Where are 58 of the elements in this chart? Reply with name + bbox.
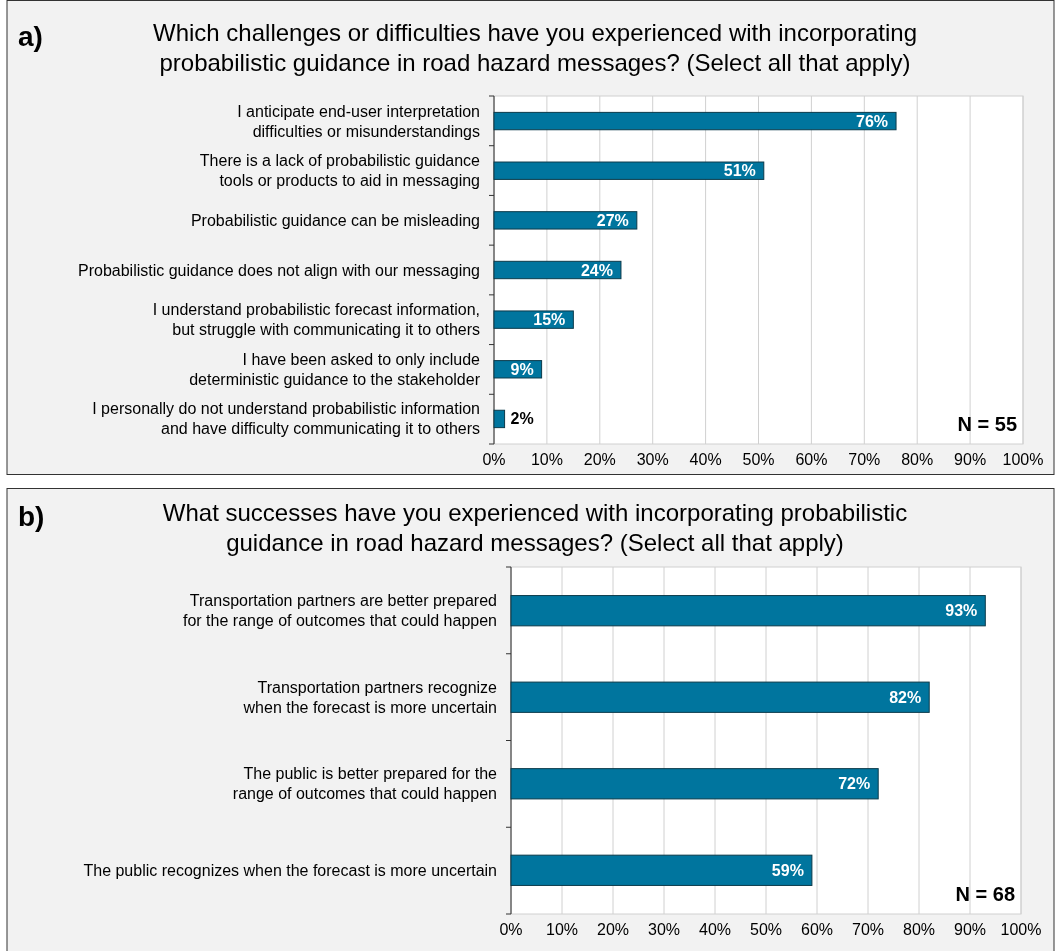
x-tick-label: 30%	[647, 920, 681, 938]
x-tick-label: 70%	[851, 920, 885, 938]
data-label: 9%	[510, 360, 534, 378]
x-tick-label: 60%	[795, 450, 828, 468]
x-tick-label: 40%	[698, 920, 732, 938]
y-tick-label: The public is better prepared for the range of outcomes that could happen	[232, 765, 498, 803]
annotation: N = 55	[957, 413, 1017, 435]
bar	[493, 161, 765, 180]
x-tick-label: 80%	[902, 920, 936, 938]
text: a)	[18, 21, 43, 52]
y-tick-label: Transportation partners are better prepared for the range of outcomes that could happen	[183, 592, 497, 630]
bar	[493, 409, 506, 429]
y-tick-label: I have been asked to only include deterministic guidance to the stakeholder	[189, 350, 481, 388]
data-label: 27%	[596, 211, 629, 229]
y-tick-label: Probabilistic guidance can be misleading	[190, 211, 480, 229]
x-tick-label: 0%	[499, 920, 523, 938]
x-tick-label: 0%	[482, 450, 506, 468]
data-label: 93%	[945, 602, 978, 620]
bar	[510, 768, 879, 800]
data-label: 51%	[723, 162, 756, 180]
y-tick-label: I personally do not understand probabilistic information and have difficulty communicating it to others	[92, 400, 480, 438]
text: b)	[18, 501, 45, 532]
data-label: 82%	[889, 688, 922, 706]
x-tick-label: 90%	[954, 450, 987, 468]
x-tick-label: 20%	[596, 920, 630, 938]
bar	[493, 211, 638, 230]
data-label: 24%	[580, 261, 613, 279]
y-tick-label: Probabilistic guidance does not align with our messaging	[77, 261, 480, 279]
x-tick-label: 70%	[848, 450, 881, 468]
annotation: N = 68	[955, 883, 1015, 905]
x-tick-label: 30%	[636, 450, 669, 468]
y-tick-label: The public recognizes when the forecast is more uncertain	[83, 861, 497, 879]
x-tick-label: 40%	[689, 450, 722, 468]
bar	[510, 681, 930, 713]
x-tick-label: 50%	[742, 450, 775, 468]
chart-title: What successes have you experienced with incorporating probabilistic guidance in road hazard messages? (Select all that apply)	[162, 498, 908, 556]
bar	[510, 854, 813, 886]
y-tick-label: I anticipate end-user interpretation difficulties or misunderstandings	[237, 102, 480, 140]
x-tick-label: 90%	[953, 920, 987, 938]
y-tick-label: I understand probabilistic forecast information, but struggle with communicating it to others	[152, 301, 480, 339]
x-tick-label: 10%	[530, 450, 563, 468]
x-tick-label: 20%	[583, 450, 616, 468]
x-tick-label: 10%	[545, 920, 579, 938]
bar	[510, 595, 986, 627]
data-label: 15%	[533, 311, 566, 329]
x-tick-label: 80%	[901, 450, 934, 468]
bar	[493, 111, 897, 131]
data-label: 76%	[856, 112, 889, 130]
y-tick-label: There is a lack of probabilistic guidance tools or products to aid in messaging	[199, 152, 481, 190]
x-tick-label: 100%	[1000, 920, 1042, 938]
x-tick-label: 100%	[1002, 450, 1044, 468]
data-label: 72%	[838, 775, 871, 793]
chart-title: Which challenges or difficulties have you experienced with incorporating probabilistic guidance in road hazard messages? (Select all that apply)	[153, 18, 917, 76]
data-label: 2%	[510, 410, 534, 428]
x-tick-label: 50%	[749, 920, 783, 938]
data-label: 59%	[771, 861, 804, 879]
x-tick-label: 60%	[800, 920, 834, 938]
y-tick-label: Transportation partners recognize when the forecast is more uncertain	[242, 678, 498, 716]
